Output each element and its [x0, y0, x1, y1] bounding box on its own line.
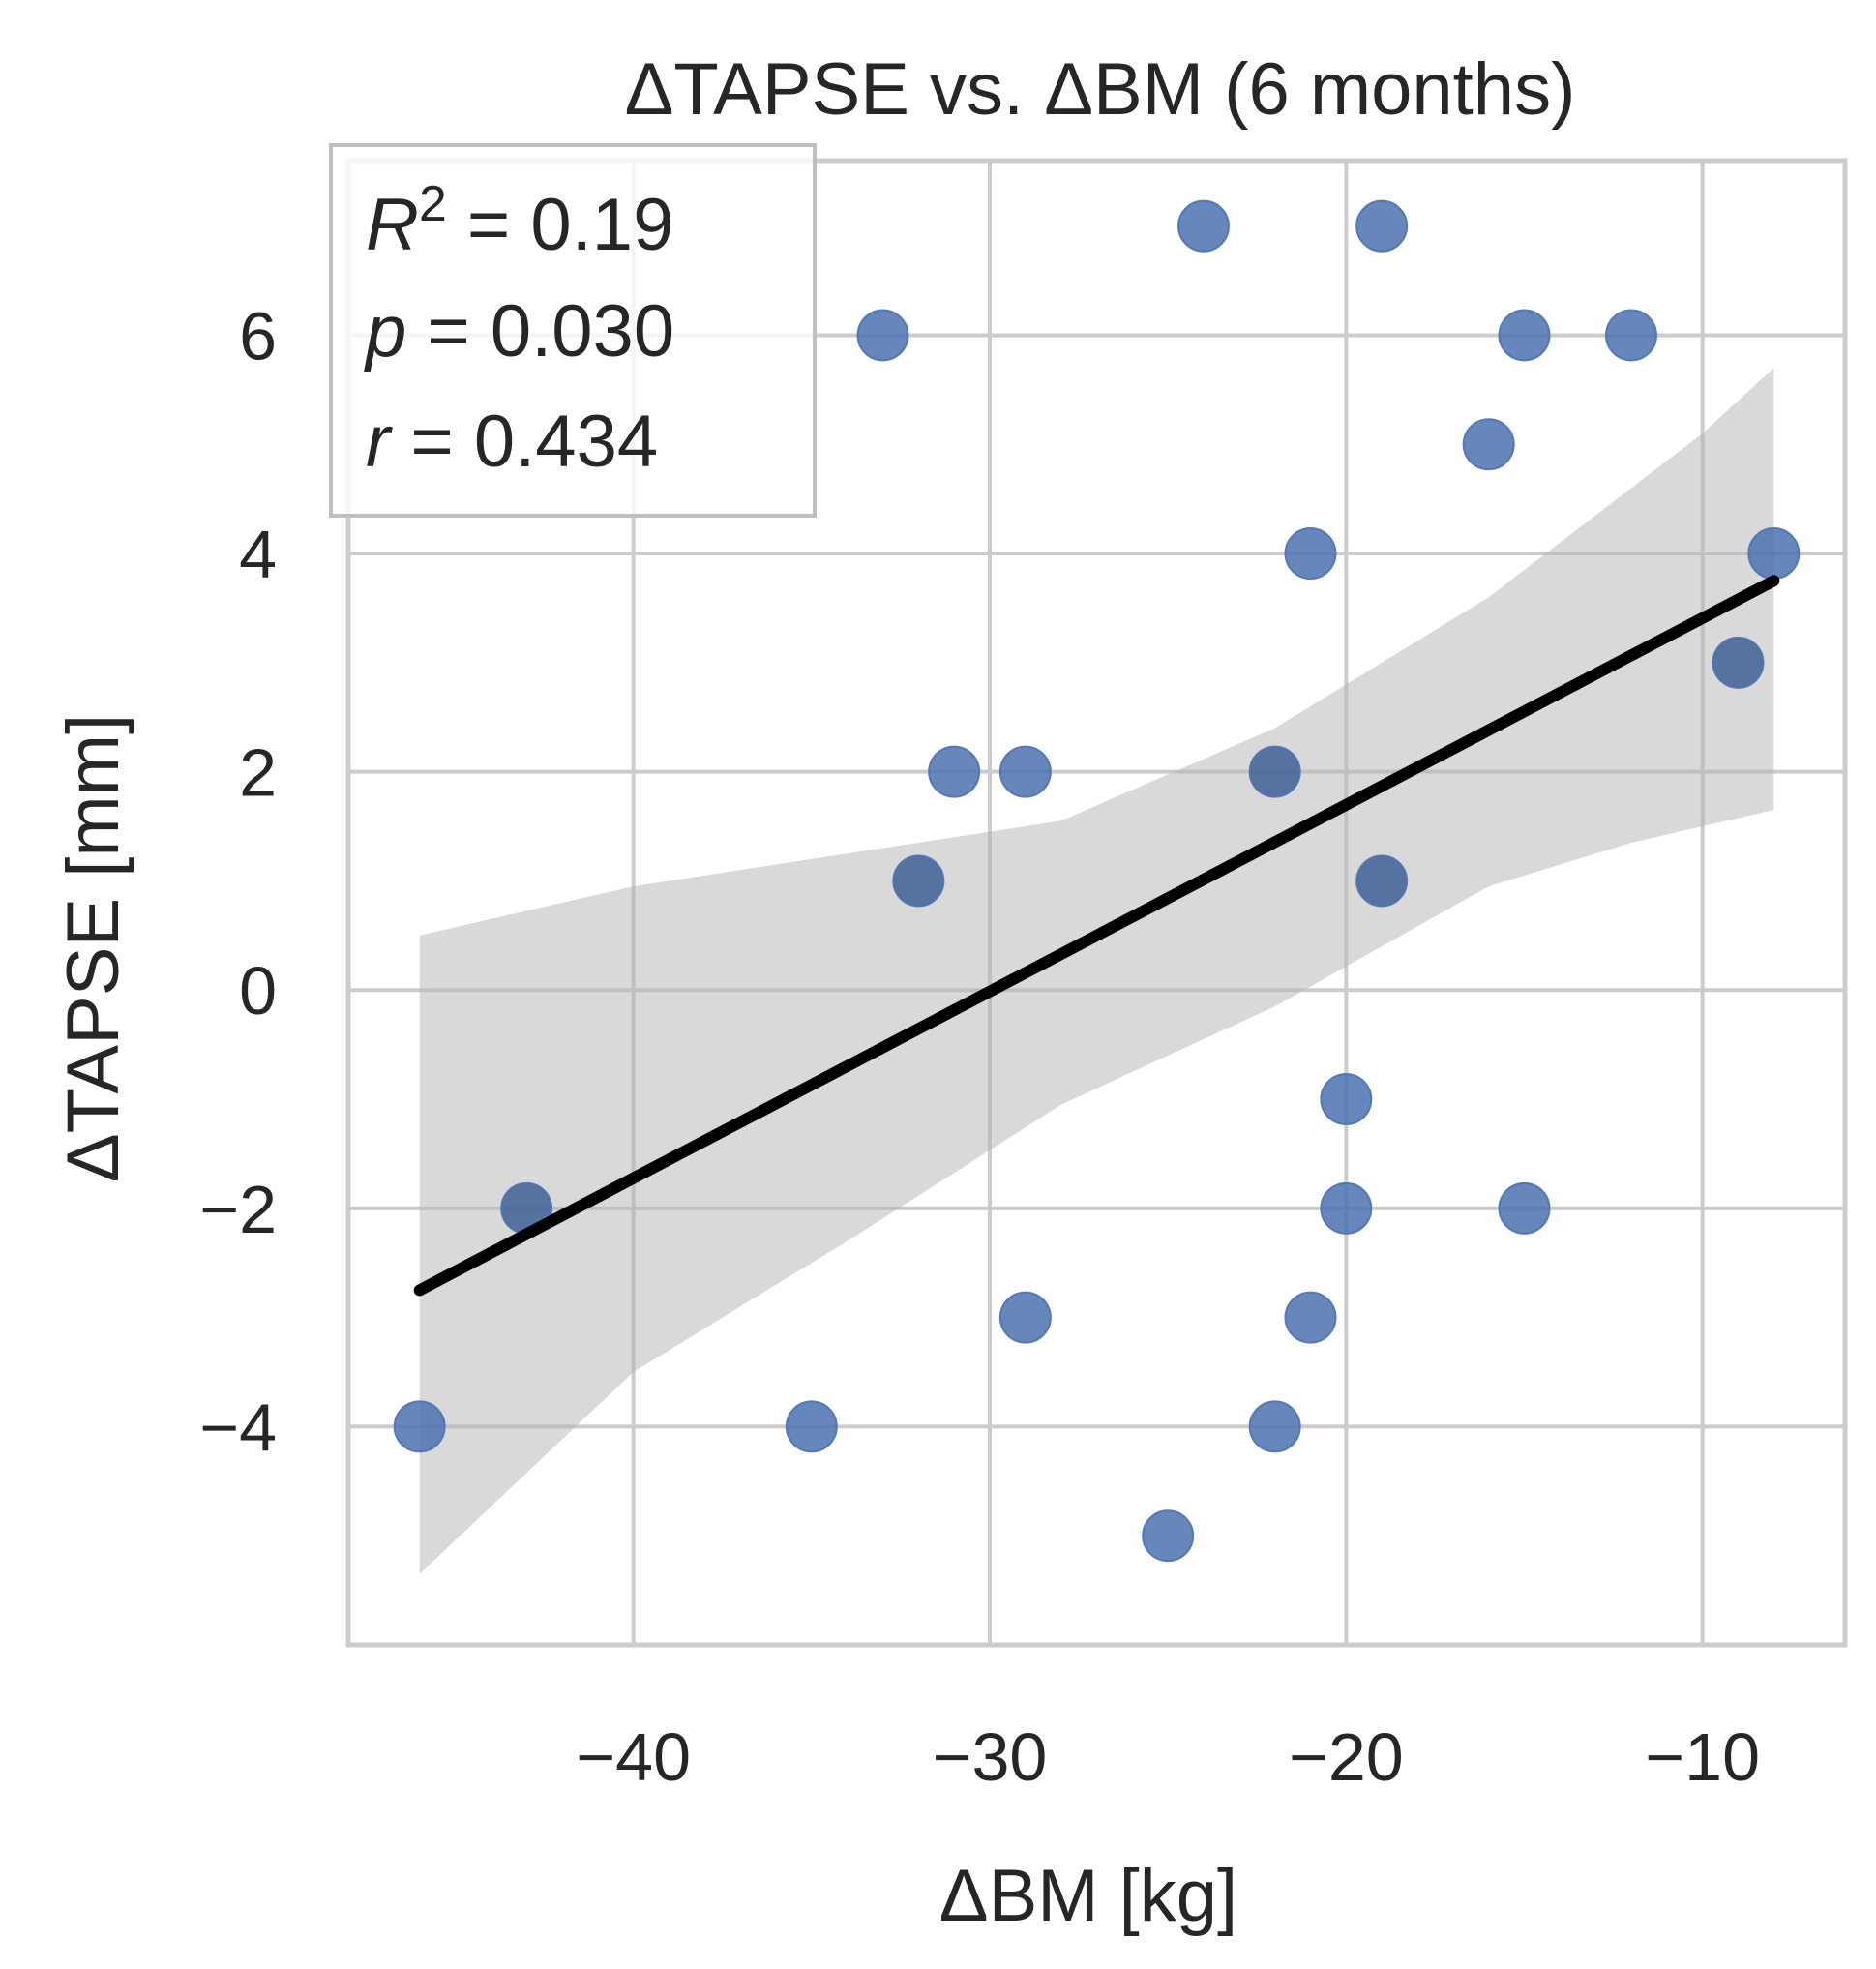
y-tick-label: 0 [239, 953, 277, 1029]
data-point [1462, 418, 1515, 471]
data-point [1747, 527, 1801, 581]
data-point [1320, 1073, 1373, 1126]
r-squared-stat: R2 = 0.19 [366, 176, 673, 266]
chart-title: ΔTAPSE vs. ΔBM (6 months) [625, 48, 1576, 131]
data-point [998, 1291, 1052, 1344]
y-tick-label: 4 [239, 517, 277, 592]
data-point [1498, 309, 1551, 362]
y-tick-label: 6 [239, 298, 277, 373]
p-symbol: p [364, 290, 406, 373]
x-tick-label: −20 [1289, 1719, 1404, 1795]
data-point [856, 309, 909, 362]
data-points [393, 199, 1801, 1563]
r-stat: r = 0.434 [366, 401, 658, 483]
x-tick-label: −30 [933, 1719, 1048, 1795]
x-tick-label: −40 [576, 1719, 691, 1795]
data-point [785, 1400, 838, 1453]
r-squared-superscript: 2 [419, 176, 447, 232]
data-point [928, 745, 981, 798]
r-squared-symbol: R [366, 184, 419, 266]
data-point [1712, 636, 1765, 689]
data-point [393, 1400, 446, 1453]
data-point [1284, 527, 1337, 581]
y-tick-label: −4 [199, 1389, 277, 1465]
data-point [1142, 1509, 1195, 1563]
data-point [1355, 199, 1409, 253]
data-point [998, 745, 1052, 798]
stats-annotation: R2 = 0.19 p = 0.030 r = 0.434 [329, 143, 817, 518]
y-tick-label: −2 [199, 1172, 277, 1247]
p-value-stat: p = 0.030 [364, 290, 674, 373]
data-point [1248, 745, 1301, 798]
data-point [1355, 854, 1409, 908]
x-axis-label: ΔBM [kg] [939, 1855, 1237, 1937]
y-tick-label: 2 [239, 735, 277, 811]
y-tick-labels: −4 −2 0 2 4 6 [199, 298, 277, 1465]
data-point [1320, 1181, 1373, 1235]
x-tick-label: −10 [1645, 1719, 1760, 1795]
stats-box [329, 143, 817, 518]
data-point [1177, 199, 1230, 253]
data-point [1605, 309, 1657, 362]
x-tick-labels: −40 −30 −20 −10 [576, 1719, 1760, 1795]
regression-line [413, 575, 1780, 1297]
data-point [892, 854, 945, 908]
data-point [1284, 1291, 1337, 1344]
data-point [1498, 1181, 1551, 1235]
r-symbol: r [366, 401, 393, 483]
data-point [1248, 1400, 1301, 1453]
confidence-band [419, 368, 1774, 1574]
p-value: = 0.030 [406, 290, 674, 373]
r-value: = 0.434 [390, 401, 658, 483]
plot-frame [345, 158, 1848, 1648]
r-squared-value: = 0.19 [447, 184, 674, 266]
y-axis-label: ΔTAPSE [mm] [52, 714, 134, 1182]
